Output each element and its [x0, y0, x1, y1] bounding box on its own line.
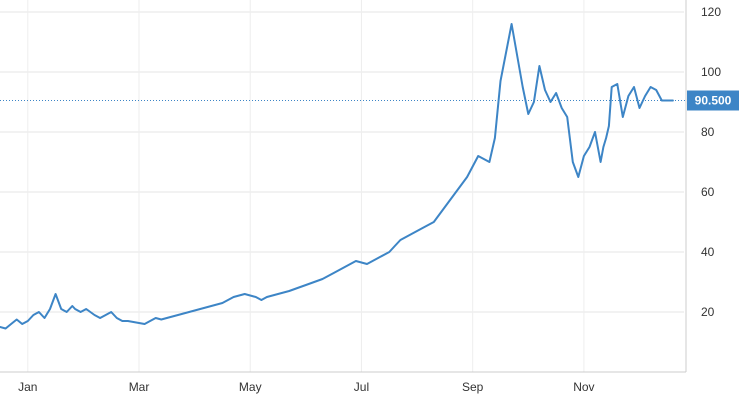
y-tick-label: 60: [701, 185, 715, 199]
x-tick-label: Jan: [18, 380, 37, 394]
grid-lines: [0, 0, 684, 372]
x-tick-label: Nov: [573, 380, 594, 394]
axes: [0, 0, 687, 373]
y-tick-label: 20: [701, 305, 715, 319]
tick-labels: 20 40 60 80 100 120 Jan Mar May Jul Sep Nov: [18, 5, 721, 394]
x-tick-label: Sep: [462, 380, 484, 394]
x-tick-label: Jul: [354, 380, 369, 394]
series-line: [0, 23, 674, 330]
y-tick-label: 40: [701, 245, 715, 259]
x-tick-label: May: [239, 380, 262, 394]
last-value-badge-bg: [687, 90, 739, 111]
y-tick-label: 80: [701, 125, 715, 139]
x-tick-label: Mar: [129, 380, 150, 394]
last-value-badge: 90.500: [687, 90, 739, 111]
y-tick-label: 120: [701, 5, 721, 19]
last-value-label: 90.500: [695, 94, 732, 108]
y-tick-label: 100: [701, 65, 721, 79]
